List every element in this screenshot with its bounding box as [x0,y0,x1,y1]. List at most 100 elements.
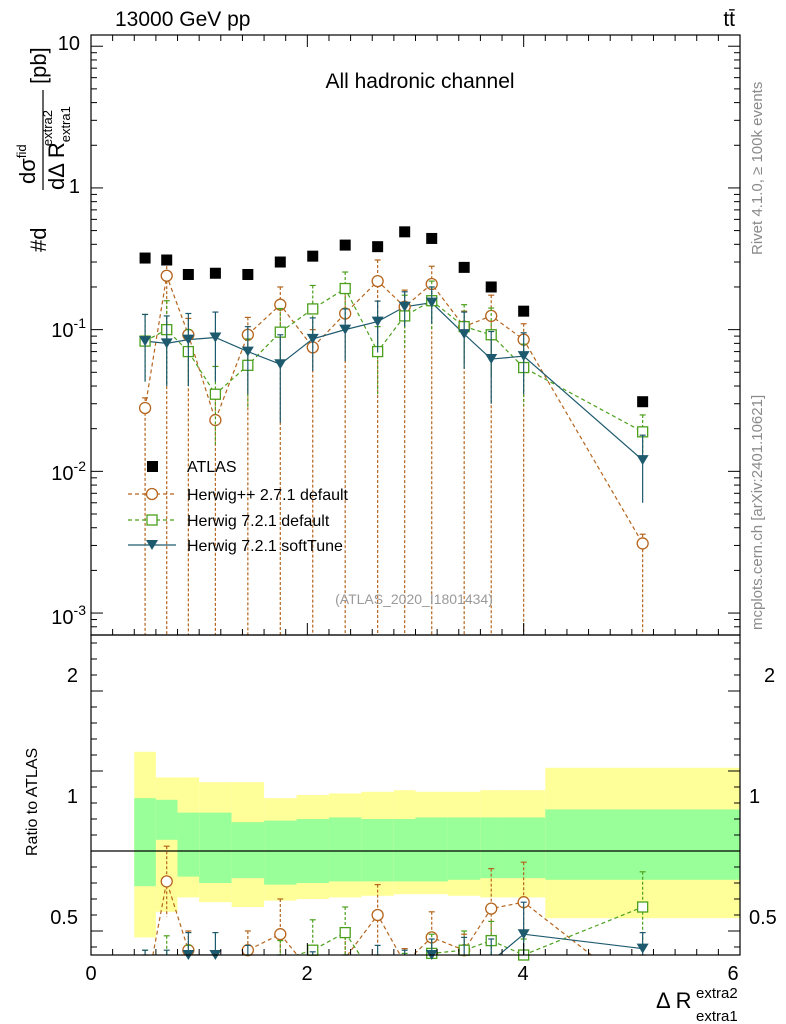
rivet-version-label: Rivet 4.1.0, ≥ 100k events [749,82,766,255]
ratio-tick-right-2: 2 [764,665,775,687]
ratio-band-inner-2 [177,812,200,877]
herwig7-softtune-main-point-0 [139,336,152,347]
x-axis-label-subscript: extra1 [696,1008,738,1024]
atlas-data-point-3 [209,267,221,279]
legend-atlas-marker [147,461,158,472]
ratio-tick-right-1: 1 [749,786,760,808]
herwig7-softtune-main-point-13 [517,351,530,362]
atlas-data-point-6 [307,250,319,262]
y-tick-label-1e-3: 10-3 [51,602,86,629]
ratio-axis-label: Ratio to ATLAS [24,748,41,856]
herwig7-softtune-ratio-point-14 [636,943,649,954]
herwig7-default-main-point-6 [307,303,319,315]
analysis-id-label: (ATLAS_2020_I1801434) [335,591,493,607]
atlas-data-point-2 [182,268,194,280]
axis-ticks [90,35,741,955]
herwig7-default-main-point-3 [209,388,222,400]
herwig7-softtune-main-point-5 [274,359,287,370]
herwigpp-main-line [144,273,644,544]
legend: ATLAS Herwig++ 2.7.1 default Herwig 7.2.… [128,459,349,555]
ratio-band-inner-0 [134,798,156,887]
x-axis-label: Δ R extra2 extra1 [656,985,738,1024]
legend-herwigpp-marker [145,487,159,501]
herwig7-softtune-main-point-2 [182,334,195,345]
herwig7-softtune-main-line [145,302,644,461]
legend-herwig7-default-label: Herwig 7.2.1 default [187,513,330,530]
herwig7-softtune-main-point-12 [485,354,498,365]
ratio-band-inner-5 [264,820,297,885]
x-tick-label-2: 2 [301,963,312,985]
legend-atlas-label: ATLAS [187,459,237,476]
atlas-data-point-11 [458,261,470,273]
herwigpp-main-point-14 [636,537,649,550]
data-markers [138,226,649,961]
x-tick-label-0: 0 [85,963,96,985]
atlas-data-point-7 [339,239,351,251]
herwig7-softtune-main-point-9 [398,301,411,312]
x-axis-label-main: Δ R [656,988,691,1013]
herwigpp-ratio-point-12 [485,902,498,915]
header-process-label: tt̄ [723,8,735,31]
herwigpp-ratio-point-5 [274,928,287,941]
y-tick-label-1: 1 [69,176,80,198]
ratio-band-inner-7 [328,817,362,882]
atlas-data-point-4 [242,268,254,280]
atlas-data-point-10 [426,232,438,244]
herwig7-softtune-main-point-14 [636,455,649,466]
chart-title: All hadronic channel [325,70,514,93]
legend-herwig7-softtune-label: Herwig 7.2.1 softTune [187,538,343,555]
herwig7-softtune-main-point-4 [241,346,254,357]
ratio-band-inner-8 [361,819,394,882]
legend-herwigpp-label: Herwig++ 2.7.1 default [187,487,349,504]
herwig7-softtune-main-point-7 [339,324,352,335]
herwigpp-ratio-point-1 [160,875,173,888]
atlas-data-point-0 [139,252,151,264]
y-axis-label-unit: [pb] [26,47,51,84]
y-axis-label-prefix: #d [26,228,51,252]
mcplots-source-label: mcplots.cern.ch [arXiv:2401.10621] [749,395,766,630]
herwig7-softtune-ratio-line [187,933,643,955]
x-tick-label-4: 4 [517,963,528,985]
ratio-band-inner-11 [447,817,481,880]
herwig7-softtune-main-point-1 [160,338,173,349]
y-axis-label: #d dσfid dΔ Rextra1extra2 [pb] [14,47,73,252]
ratio-tick-left-2: 2 [67,665,78,687]
herwigpp-main-point-0 [138,401,152,415]
header-energy-label: 13000 GeV pp [115,8,250,31]
ratio-tick-right-0.5: 0.5 [749,907,777,929]
herwig7-softtune-ratio-point-13 [517,929,530,940]
ratio-tick-left-1: 1 [67,786,78,808]
herwigpp-main-point-8 [371,274,384,288]
y-axis-label-numerator: dσfid [14,144,40,184]
legend-entry-herwigpp: Herwig++ 2.7.1 default [128,487,349,504]
herwigpp-main-point-1 [160,269,173,282]
ratio-band-inner-1 [155,799,178,840]
y-tick-label-1e-1: 10-1 [51,315,86,342]
herwig7-softtune-main-point-11 [458,329,471,340]
herwigpp-ratio-point-8 [371,908,384,922]
legend-herwig7-default-marker [146,514,158,526]
ratio-band-inner-10 [415,817,448,882]
ratio-band-inner-9 [393,819,416,882]
herwig7-softtune-main-point-3 [209,332,222,343]
x-tick-label-6: 6 [727,963,738,985]
legend-entry-atlas: ATLAS [147,459,237,476]
ratio-tick-left-0.5: 0.5 [50,907,78,929]
ratio-band-inner-3 [199,812,232,883]
atlas-data-point-1 [161,254,173,266]
herwig7-default-ratio-point-14 [637,901,649,913]
herwig7-default-ratio-line [294,906,643,955]
atlas-data-point-9 [399,226,411,238]
herwig7-softtune-main-point-10 [425,297,438,308]
legend-entry-herwig7-softtune: Herwig 7.2.1 softTune [128,538,343,555]
herwigpp-ratio-line [152,881,593,955]
ratio-band-inner-4 [231,822,265,879]
y-axis-label-denominator: dΔ Rextra1extra2 [40,106,73,190]
herwig7-softtune-main-point-8 [371,316,384,327]
y-tick-label-1e-2: 10-2 [51,458,86,485]
atlas-data-point-14 [637,396,649,408]
atlas-data-point-8 [372,241,384,253]
atlas-data-point-12 [485,281,497,293]
y-tick-label-10: 10 [58,33,80,55]
